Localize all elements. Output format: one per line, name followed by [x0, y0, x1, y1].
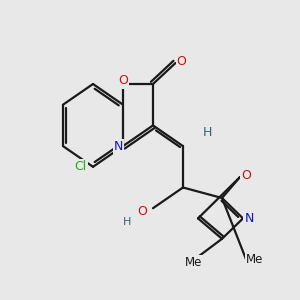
Text: O: O — [177, 55, 186, 68]
Text: Me: Me — [185, 256, 202, 269]
Text: O: O — [138, 205, 147, 218]
Text: N: N — [114, 140, 123, 153]
Text: N: N — [244, 212, 254, 225]
Text: O: O — [118, 74, 128, 88]
Text: Cl: Cl — [74, 160, 86, 173]
Text: H: H — [202, 125, 212, 139]
Text: H: H — [123, 217, 132, 227]
Text: Me: Me — [246, 253, 264, 266]
Text: O: O — [241, 169, 251, 182]
